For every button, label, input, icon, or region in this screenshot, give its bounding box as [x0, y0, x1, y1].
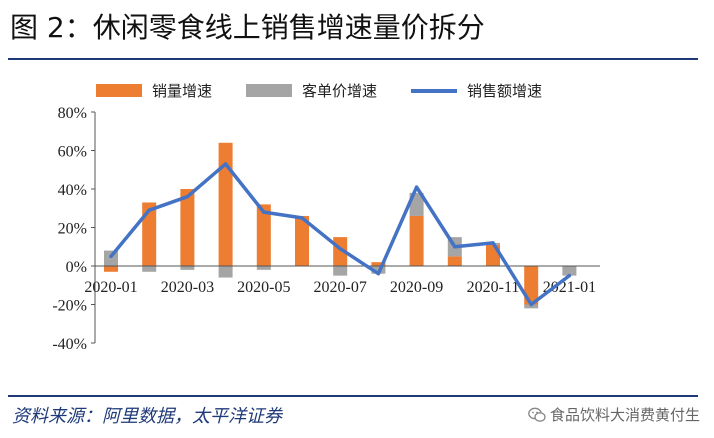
- bar-price: [256, 266, 271, 270]
- x-tick-label: 2021-01: [543, 279, 596, 296]
- bar-volume: [371, 262, 386, 266]
- legend-swatch-price: [246, 84, 293, 97]
- legend-swatch-volume: [96, 84, 142, 97]
- y-tick-label: 0%: [66, 259, 87, 276]
- bar-volume: [142, 202, 157, 266]
- source-note: 资料来源：阿里数据，太平洋证券: [12, 406, 282, 427]
- x-tick-label: 2020-11: [467, 279, 520, 296]
- point-sales: [376, 272, 380, 276]
- footer-rule: [8, 395, 698, 397]
- x-tick-label: 2020-03: [161, 279, 214, 296]
- y-tick-label: 80%: [58, 105, 87, 122]
- watermark: 食品饮料大消费黄付生: [528, 404, 700, 425]
- point-sales: [300, 216, 304, 220]
- chart-legend: 销量增速 客单价增速 销售额增速: [96, 80, 576, 101]
- point-sales: [338, 247, 342, 251]
- bar-price: [142, 266, 157, 272]
- y-tick-label: -20%: [52, 298, 87, 315]
- figure-title: 图 2：休闲零食线上销售增速量价拆分: [10, 11, 485, 44]
- point-sales: [491, 241, 495, 245]
- watermark-text: 食品饮料大消费黄付生: [549, 406, 700, 424]
- legend-swatch-sales: [411, 88, 458, 93]
- bar-volume: [180, 189, 195, 266]
- bar-price: [524, 304, 539, 309]
- point-sales: [147, 208, 151, 212]
- x-tick-label: 2020-09: [390, 279, 443, 296]
- point-sales: [185, 195, 189, 199]
- y-tick-label: 60%: [58, 144, 87, 161]
- bar-price: [333, 266, 348, 276]
- point-sales: [109, 254, 113, 258]
- legend-item-sales: 销售额增速: [411, 80, 542, 101]
- bar-volume: [104, 266, 118, 272]
- x-tick-label: 2020-01: [84, 279, 137, 296]
- bar-price: [180, 266, 195, 270]
- y-tick-label: 40%: [58, 182, 87, 199]
- x-tick-label: 2020-05: [237, 279, 290, 296]
- point-sales: [567, 274, 572, 278]
- point-sales: [529, 302, 533, 307]
- legend-label-sales: 销售额增速: [467, 82, 543, 100]
- title-rule: [8, 58, 698, 60]
- wechat-icon: [528, 407, 546, 422]
- y-tick-label: 20%: [58, 221, 87, 238]
- bar-volume: [218, 142, 233, 266]
- bar-volume: [256, 204, 271, 266]
- y-tick-label: -40%: [52, 336, 87, 353]
- bar-volume: [295, 215, 309, 266]
- point-sales: [224, 162, 228, 166]
- bar-volume: [409, 215, 424, 266]
- bar-volume: [524, 266, 539, 305]
- bar-volume: [447, 256, 462, 266]
- bar-price: [562, 266, 577, 276]
- point-sales: [453, 245, 457, 249]
- legend-item-price: 客单价增速: [246, 80, 377, 101]
- legend-item-volume: 销量增速: [96, 80, 212, 101]
- point-sales: [415, 185, 419, 189]
- point-sales: [262, 210, 266, 214]
- x-tick-label: 2020-07: [314, 279, 367, 296]
- bar-price: [218, 266, 233, 278]
- legend-label-price: 客单价增速: [302, 82, 378, 100]
- legend-label-volume: 销量增速: [152, 82, 213, 100]
